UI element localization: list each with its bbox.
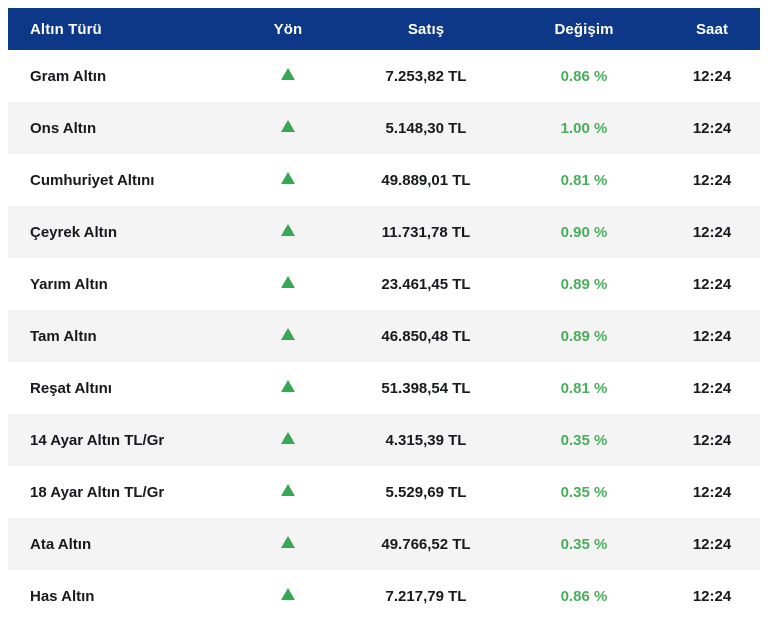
gold-type-label: Tam Altın [30,327,97,345]
gold-type-label: Yarım Altın [30,275,108,293]
table-row-ons-altin: Ons Altın 5.148,30 TL 1.00 % 12:24 [8,102,760,154]
direction-cell [228,119,348,137]
table-row-yarim-altin: Yarım Altın 23.461,45 TL 0.89 % 12:24 [8,258,760,310]
update-time: 12:24 [692,587,732,605]
gold-type-label: 18 Ayar Altın TL/Gr [30,483,165,501]
update-time: 12:24 [692,275,732,293]
change-percent: 0.81 % [560,379,608,397]
update-time: 12:24 [692,171,732,189]
change-percent: 0.89 % [560,275,608,293]
direction-cell [228,327,348,345]
table-row-gram-altin: Gram Altın 7.253,82 TL 0.86 % 12:24 [8,50,760,102]
up-triangle-icon [281,536,295,548]
sell-price: 11.731,78 TL [381,223,471,241]
up-triangle-icon [281,328,295,340]
change-percent: 0.35 % [560,431,608,449]
direction-cell [228,483,348,501]
sell-price: 7.253,82 TL [385,67,467,85]
direction-cell [228,67,348,85]
sell-price: 49.766,52 TL [381,535,471,553]
up-triangle-icon [281,432,295,444]
table-row-tam-altin: Tam Altın 46.850,48 TL 0.89 % 12:24 [8,310,760,362]
direction-cell [228,171,348,189]
gold-type-label: Ata Altın [30,535,92,553]
change-percent: 0.35 % [560,535,608,553]
sell-price: 4.315,39 TL [385,431,467,449]
change-percent: 0.86 % [560,587,608,605]
gold-type-label: Ons Altın [30,119,97,137]
column-header-change: Değişim [554,20,614,38]
table-header: Altın Türü Yön Satış Değişim Saat [8,8,760,50]
update-time: 12:24 [692,379,732,397]
sell-price: 5.529,69 TL [385,483,467,501]
change-percent: 0.35 % [560,483,608,501]
gold-type-label: Reşat Altını [30,379,112,397]
up-triangle-icon [281,484,295,496]
update-time: 12:24 [692,535,732,553]
update-time: 12:24 [692,431,732,449]
up-triangle-icon [281,68,295,80]
column-header-gold-type: Altın Türü [30,20,102,38]
up-triangle-icon [281,224,295,236]
change-percent: 0.89 % [560,327,608,345]
direction-cell [228,431,348,449]
gold-type-label: Cumhuriyet Altını [30,171,155,189]
table-row-14-ayar: 14 Ayar Altın TL/Gr 4.315,39 TL 0.35 % 1… [8,414,760,466]
sell-price: 46.850,48 TL [381,327,471,345]
up-triangle-icon [281,588,295,600]
gold-type-label: Çeyrek Altın [30,223,117,241]
update-time: 12:24 [692,67,732,85]
update-time: 12:24 [692,483,732,501]
gold-type-label: Has Altın [30,587,95,605]
gold-type-label: 14 Ayar Altın TL/Gr [30,431,165,449]
update-time: 12:24 [692,327,732,345]
sell-price: 51.398,54 TL [381,379,471,397]
direction-cell [228,587,348,605]
sell-price: 23.461,45 TL [381,275,471,293]
table-row-ata-altin: Ata Altın 49.766,52 TL 0.35 % 12:24 [8,518,760,570]
sell-price: 7.217,79 TL [385,587,467,605]
table-row-ceyrek-altin: Çeyrek Altın 11.731,78 TL 0.90 % 12:24 [8,206,760,258]
table-row-has-altin: Has Altın 7.217,79 TL 0.86 % 12:24 [8,570,760,622]
table-row-cumhuriyet-altini: Cumhuriyet Altını 49.889,01 TL 0.81 % 12… [8,154,760,206]
change-percent: 1.00 % [560,119,608,137]
gold-prices-table: Altın Türü Yön Satış Değişim Saat Gram A… [8,8,760,622]
change-percent: 0.81 % [560,171,608,189]
direction-cell [228,379,348,397]
direction-cell [228,535,348,553]
up-triangle-icon [281,172,295,184]
table-row-18-ayar: 18 Ayar Altın TL/Gr 5.529,69 TL 0.35 % 1… [8,466,760,518]
direction-cell [228,223,348,241]
gold-type-label: Gram Altın [30,67,107,85]
update-time: 12:24 [692,119,732,137]
up-triangle-icon [281,120,295,132]
update-time: 12:24 [692,223,732,241]
direction-cell [228,275,348,293]
table-row-resat-altini: Reşat Altını 51.398,54 TL 0.81 % 12:24 [8,362,760,414]
up-triangle-icon [281,380,295,392]
change-percent: 0.86 % [560,67,608,85]
up-triangle-icon [281,276,295,288]
column-header-sell: Satış [407,20,445,38]
column-header-direction: Yön [273,20,303,38]
change-percent: 0.90 % [560,223,608,241]
sell-price: 49.889,01 TL [381,171,471,189]
sell-price: 5.148,30 TL [385,119,467,137]
column-header-time: Saat [695,20,729,38]
